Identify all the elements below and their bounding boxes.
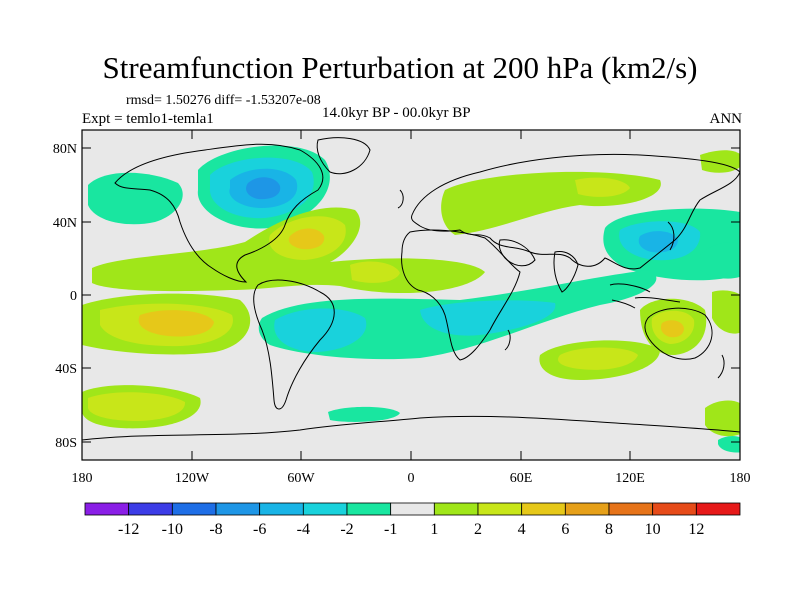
coast-new-zealand <box>717 354 725 379</box>
contour-spac-pos2 <box>88 392 186 421</box>
coast-india <box>553 251 579 293</box>
colorbar-swatch <box>259 502 304 516</box>
colorbar-swatch <box>84 502 130 516</box>
colorbar-label: 2 <box>474 521 482 538</box>
colorbar-label: -12 <box>118 521 139 538</box>
plot-title: Streamfunction Perturbation at 200 hPa (… <box>102 50 698 85</box>
colorbar-swatch <box>302 502 348 516</box>
colorbar-label: 4 <box>518 521 526 538</box>
lon-label-180e: 180 <box>730 471 751 486</box>
colorbar-swatch <box>695 502 741 516</box>
contour-so-east-neg1 <box>718 436 740 453</box>
colorbar-swatch <box>128 502 173 516</box>
map-panel: 80N 40N 0 40S 80S 180 120W 60W 0 60E <box>53 129 751 486</box>
stats-label: rmsd= 1.50276 diff= -1.53207e-08 <box>126 93 321 108</box>
lat-label-0: 0 <box>70 289 77 304</box>
contour-eurasia-pos2 <box>575 177 630 197</box>
colorbar-label: 8 <box>605 521 613 538</box>
contour-africa-pos2 <box>350 261 400 283</box>
colorbar-label: -8 <box>209 521 222 538</box>
contour-canada-neg6 <box>246 177 281 200</box>
lon-label-120e: 120E <box>615 471 645 486</box>
coast-north-america <box>114 143 324 283</box>
coast-south-america <box>253 279 335 410</box>
lon-label-180w: 180 <box>72 471 93 486</box>
lon-labels: 180 120W 60W 0 60E 120E 180 <box>72 471 751 486</box>
colorbar-label: 10 <box>645 521 661 538</box>
lon-label-120w: 120W <box>175 471 210 486</box>
colorbar-label: 6 <box>561 521 569 538</box>
contour-satl-neg2 <box>274 308 367 352</box>
colorbar-label: -1 <box>384 521 397 538</box>
lon-label-0: 0 <box>408 471 415 486</box>
colorbar-swatch <box>477 502 523 516</box>
colorbar-label: -2 <box>340 521 353 538</box>
coast-africa <box>401 229 521 361</box>
colorbar-label: 1 <box>430 521 438 538</box>
contour-sind-neg2 <box>420 300 556 336</box>
coast-greenland <box>316 137 371 175</box>
lat-labels: 80N 40N 0 40S 80S <box>53 142 77 451</box>
colorbar-swatch <box>390 502 435 516</box>
coast-australia <box>644 307 713 360</box>
coastlines <box>82 137 740 441</box>
coast-uk <box>397 189 404 209</box>
lat-label-40n: 40N <box>53 216 77 231</box>
colorbar-swatch <box>564 502 610 516</box>
contour-arctic-pos1 <box>700 150 740 173</box>
contour-npac-neg1 <box>700 242 740 279</box>
colorbar-swatches <box>84 502 741 516</box>
contour-aus-pos4 <box>660 320 684 338</box>
season-label: ANN <box>709 111 743 127</box>
lon-label-60e: 60E <box>510 471 533 486</box>
coast-antarctica <box>82 415 740 441</box>
period-label: 14.0kyr BP - 00.0kyr BP <box>322 105 471 121</box>
coast-maritime-continent <box>609 283 681 309</box>
colorbar-labels: -12 -10 -8 -6 -4 -2 -1 1 2 4 6 8 10 12 <box>118 521 704 538</box>
lat-label-80s: 80S <box>55 436 77 451</box>
colorbar-label: 12 <box>688 521 704 538</box>
contour-fields <box>82 145 740 453</box>
colorbar-swatch <box>652 502 697 516</box>
colorbar: -12 -10 -8 -6 -4 -2 -1 1 2 4 6 8 10 12 <box>84 502 741 538</box>
lat-axis <box>82 147 740 443</box>
contour-sio-pos2 <box>558 347 638 370</box>
colorbar-label: -4 <box>297 521 310 538</box>
contour-atlantic-pos4 <box>288 228 325 250</box>
lon-axis <box>81 130 741 460</box>
lon-label-60w: 60W <box>287 471 315 486</box>
contour-spac-east-pos1 <box>712 290 740 334</box>
contour-nwpac-neg4 <box>638 231 678 253</box>
coast-madagascar <box>504 329 511 351</box>
colorbar-label: -6 <box>253 521 266 538</box>
contour-spac-east2-pos1 <box>705 400 740 437</box>
colorbar-swatch <box>521 502 566 516</box>
coast-arabia <box>498 239 536 267</box>
colorbar-swatch <box>433 502 479 516</box>
colorbar-label: -10 <box>162 521 183 538</box>
lat-label-80n: 80N <box>53 142 77 157</box>
experiment-label: Expt = temlo1-temla1 <box>82 111 214 127</box>
contour-so-neg1 <box>328 406 400 422</box>
colorbar-swatch <box>346 502 392 516</box>
contour-ne-pacific-neg <box>88 172 183 225</box>
contour-tpac-pos4 <box>138 310 214 337</box>
lat-label-40s: 40S <box>55 362 77 377</box>
colorbar-swatch <box>608 502 654 516</box>
coast-japan <box>667 221 675 251</box>
colorbar-swatch <box>215 502 261 516</box>
colorbar-swatch <box>171 502 217 516</box>
